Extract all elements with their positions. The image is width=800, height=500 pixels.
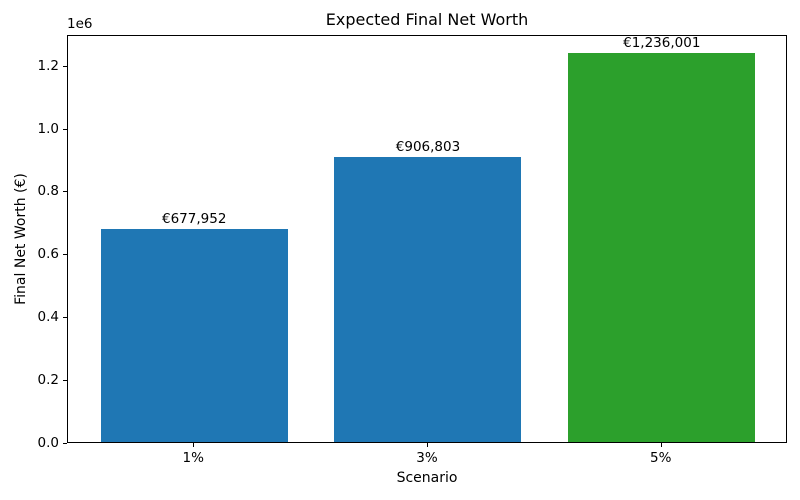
- x-tick-label: 3%: [416, 450, 438, 466]
- bar-value-label: €677,952: [162, 210, 227, 227]
- bar-1%: [100, 228, 288, 442]
- y-tick-mark: [63, 317, 67, 319]
- y-tick-label: 0.6: [37, 246, 59, 263]
- bar-value-label: €1,236,001: [623, 35, 701, 52]
- y-tick-mark: [63, 443, 67, 444]
- y-tick-mark: [63, 128, 67, 130]
- y-tick-mark: [63, 380, 67, 382]
- y-tick-mark: [63, 191, 67, 193]
- bar-5%: [568, 53, 756, 442]
- chart-title: Expected Final Net Worth: [325, 10, 529, 29]
- bar-value-label: €906,803: [395, 138, 461, 155]
- x-tick-mark: [660, 443, 662, 447]
- y-axis-offset-text: 1e6: [67, 16, 93, 32]
- y-tick-label: 0.0: [37, 435, 59, 451]
- x-tick-label: 5%: [650, 450, 672, 466]
- y-tick-label: 1.0: [37, 120, 59, 137]
- plot-area: €677,952 €906,803 €1,236,001: [67, 35, 787, 443]
- x-tick-mark: [427, 443, 428, 447]
- y-tick-label: 0.8: [37, 183, 59, 200]
- x-tick-mark: [193, 443, 195, 447]
- x-axis-label: Scenario: [396, 470, 458, 486]
- y-tick-label: 1.2: [37, 57, 59, 74]
- x-tick-label: 1%: [182, 450, 204, 466]
- y-tick-label: 0.2: [37, 372, 59, 389]
- y-tick-mark: [63, 254, 67, 256]
- y-tick-mark: [63, 65, 67, 67]
- bar-3%: [334, 156, 522, 442]
- y-tick-label: 0.4: [37, 309, 59, 326]
